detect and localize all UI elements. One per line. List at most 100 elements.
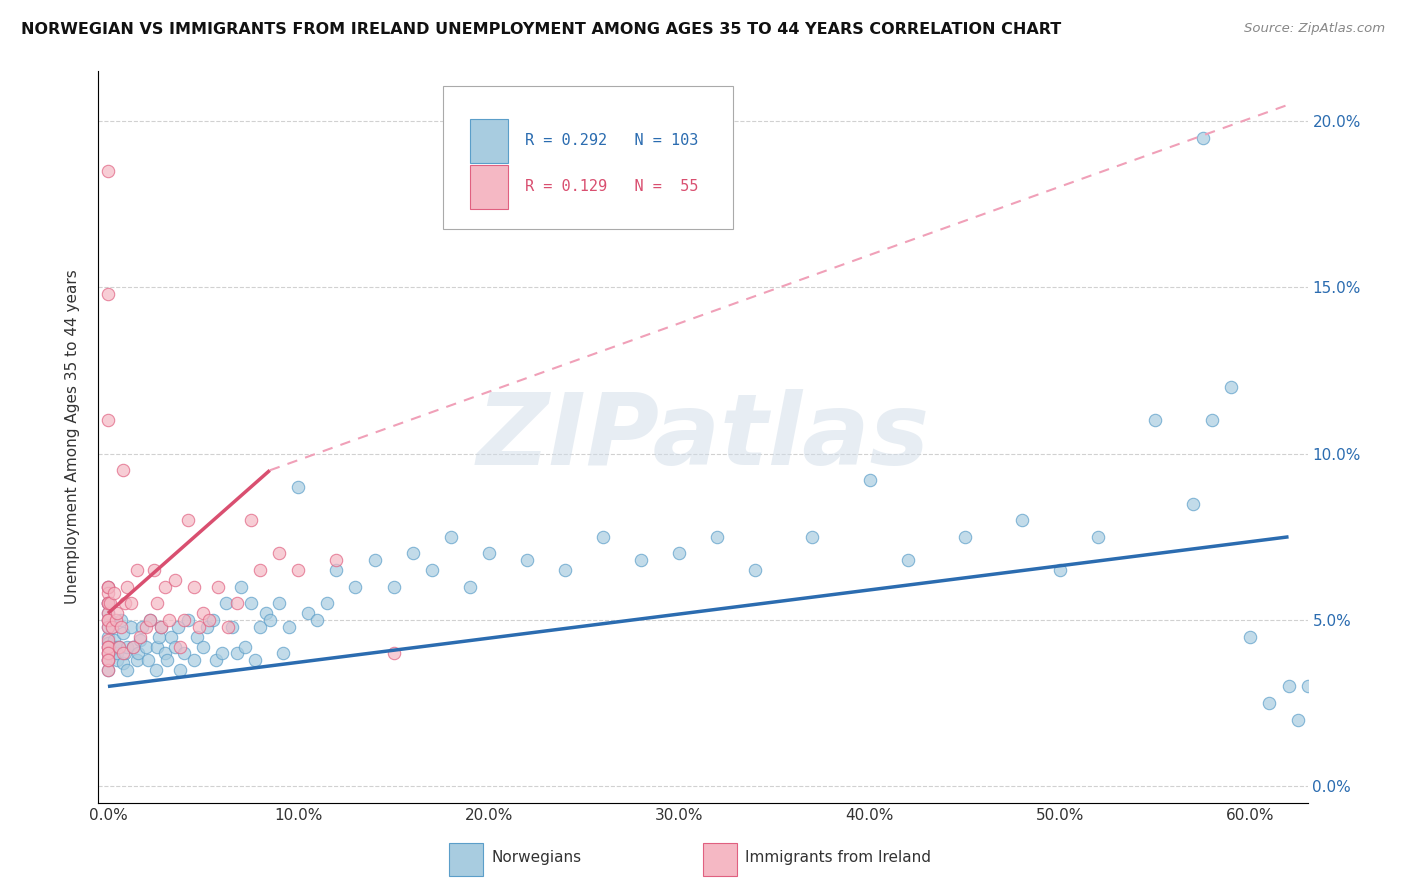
Point xyxy=(233,640,256,654)
Point xyxy=(1192,131,1215,145)
Point xyxy=(1087,530,1109,544)
Point xyxy=(188,619,211,633)
Point xyxy=(108,640,131,654)
Point xyxy=(115,580,138,594)
Point xyxy=(668,546,690,560)
Point xyxy=(97,596,120,610)
Point xyxy=(801,530,824,544)
Point xyxy=(98,596,121,610)
Point xyxy=(953,530,976,544)
Point xyxy=(277,619,299,633)
Point xyxy=(1239,630,1261,644)
Point xyxy=(97,164,120,178)
Point xyxy=(112,646,135,660)
Point xyxy=(239,513,262,527)
Point xyxy=(1182,497,1205,511)
Point xyxy=(97,646,120,660)
Point xyxy=(516,553,538,567)
Point xyxy=(221,619,243,633)
Point xyxy=(97,586,120,600)
Point xyxy=(249,619,271,633)
Point xyxy=(554,563,576,577)
Point xyxy=(114,646,136,660)
Point xyxy=(156,653,179,667)
Text: R = 0.129   N =  55: R = 0.129 N = 55 xyxy=(526,179,699,194)
Point xyxy=(97,653,120,667)
Point xyxy=(121,640,143,654)
Point xyxy=(205,653,228,667)
Point xyxy=(97,640,120,654)
Point xyxy=(112,463,135,477)
Point xyxy=(177,613,200,627)
Point xyxy=(744,563,766,577)
Point xyxy=(307,613,329,627)
Point xyxy=(135,619,157,633)
Point xyxy=(121,640,143,654)
Point xyxy=(211,646,233,660)
Point xyxy=(157,613,180,627)
Point xyxy=(97,653,120,667)
FancyBboxPatch shape xyxy=(449,843,482,876)
Point xyxy=(107,646,129,660)
Point xyxy=(198,613,221,627)
Point xyxy=(112,626,135,640)
Point xyxy=(195,619,218,633)
Point xyxy=(103,632,125,647)
Text: Source: ZipAtlas.com: Source: ZipAtlas.com xyxy=(1244,22,1385,36)
Point xyxy=(173,646,195,660)
Point xyxy=(254,607,277,621)
Point xyxy=(243,653,266,667)
Point xyxy=(108,640,131,654)
Text: NORWEGIAN VS IMMIGRANTS FROM IRELAND UNEMPLOYMENT AMONG AGES 35 TO 44 YEARS CORR: NORWEGIAN VS IMMIGRANTS FROM IRELAND UNE… xyxy=(21,22,1062,37)
Point xyxy=(1277,680,1299,694)
Point xyxy=(150,619,173,633)
Point xyxy=(150,619,173,633)
Point xyxy=(1296,680,1319,694)
Point xyxy=(458,580,481,594)
Point xyxy=(382,646,405,660)
Point xyxy=(207,580,229,594)
Point xyxy=(115,640,138,654)
Point xyxy=(97,287,120,301)
Point xyxy=(183,653,205,667)
Text: Immigrants from Ireland: Immigrants from Ireland xyxy=(745,850,931,865)
Point xyxy=(97,632,120,647)
Point xyxy=(297,607,319,621)
Point xyxy=(129,632,152,647)
Point xyxy=(97,613,120,627)
Point xyxy=(97,580,120,594)
FancyBboxPatch shape xyxy=(470,165,509,209)
Point xyxy=(325,553,347,567)
Point xyxy=(110,619,132,633)
Point xyxy=(1201,413,1223,427)
Point xyxy=(1049,563,1071,577)
Point xyxy=(226,646,249,660)
Point xyxy=(163,640,186,654)
Point xyxy=(136,653,159,667)
Point xyxy=(120,596,142,610)
Point xyxy=(97,640,120,654)
Point xyxy=(271,646,294,660)
Point xyxy=(167,619,190,633)
Text: ZIPatlas: ZIPatlas xyxy=(477,389,929,485)
Y-axis label: Unemployment Among Ages 35 to 44 years: Unemployment Among Ages 35 to 44 years xyxy=(65,269,80,605)
Point xyxy=(169,640,191,654)
Point xyxy=(215,596,238,610)
Point xyxy=(97,653,120,667)
Point xyxy=(97,613,120,627)
Text: Norwegians: Norwegians xyxy=(492,850,582,865)
FancyBboxPatch shape xyxy=(703,843,737,876)
Point xyxy=(97,613,120,627)
Point xyxy=(125,653,148,667)
Point xyxy=(897,553,920,567)
Point xyxy=(127,646,149,660)
Point xyxy=(103,586,125,600)
Point xyxy=(177,513,200,527)
Point xyxy=(239,596,262,610)
Point xyxy=(325,563,347,577)
Point xyxy=(115,663,138,677)
Point xyxy=(97,607,120,621)
Point xyxy=(100,619,122,633)
Point xyxy=(269,546,291,560)
Point xyxy=(630,553,652,567)
